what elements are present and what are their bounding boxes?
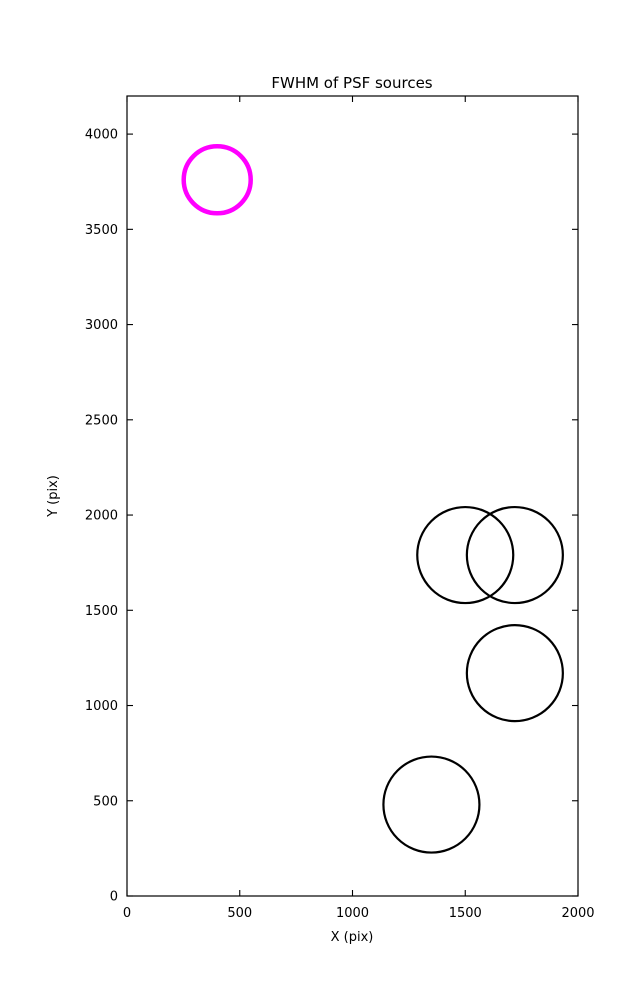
y-axis-ticks: 0 500 1000 1500 2000 2500 3000 3500 4000 xyxy=(85,128,578,905)
psf-source-circle xyxy=(181,144,253,216)
y-tick-label: 0 xyxy=(110,890,118,905)
x-tick-label: 500 xyxy=(227,906,252,921)
axes-frame xyxy=(126,95,579,897)
y-tick-label: 1500 xyxy=(85,604,118,619)
y-tick-label: 500 xyxy=(93,794,118,809)
psf-source-circle xyxy=(382,755,481,854)
x-axis-ticks: 0 500 1000 1500 2000 xyxy=(123,96,595,921)
y-tick-label: 1000 xyxy=(85,699,118,714)
y-tick-label: 2500 xyxy=(85,413,118,428)
x-tick-label: 2000 xyxy=(561,906,594,921)
psf-source-circle xyxy=(465,505,564,605)
y-tick-label: 4000 xyxy=(85,128,118,143)
y-tick-label: 2000 xyxy=(85,509,118,524)
x-tick-label: 1500 xyxy=(449,906,482,921)
x-tick-label: 0 xyxy=(123,906,131,921)
y-tick-label: 3000 xyxy=(85,318,118,333)
x-tick-label: 1000 xyxy=(336,906,369,921)
data-markers xyxy=(181,144,564,854)
x-axis-label: X (pix) xyxy=(331,930,374,945)
y-axis-label: Y (pix) xyxy=(46,475,61,518)
psf-source-circle xyxy=(416,505,515,605)
page-title: FWHM of PSF sources xyxy=(271,74,432,92)
psf-source-circle xyxy=(465,624,564,723)
y-tick-label: 3500 xyxy=(85,223,118,238)
